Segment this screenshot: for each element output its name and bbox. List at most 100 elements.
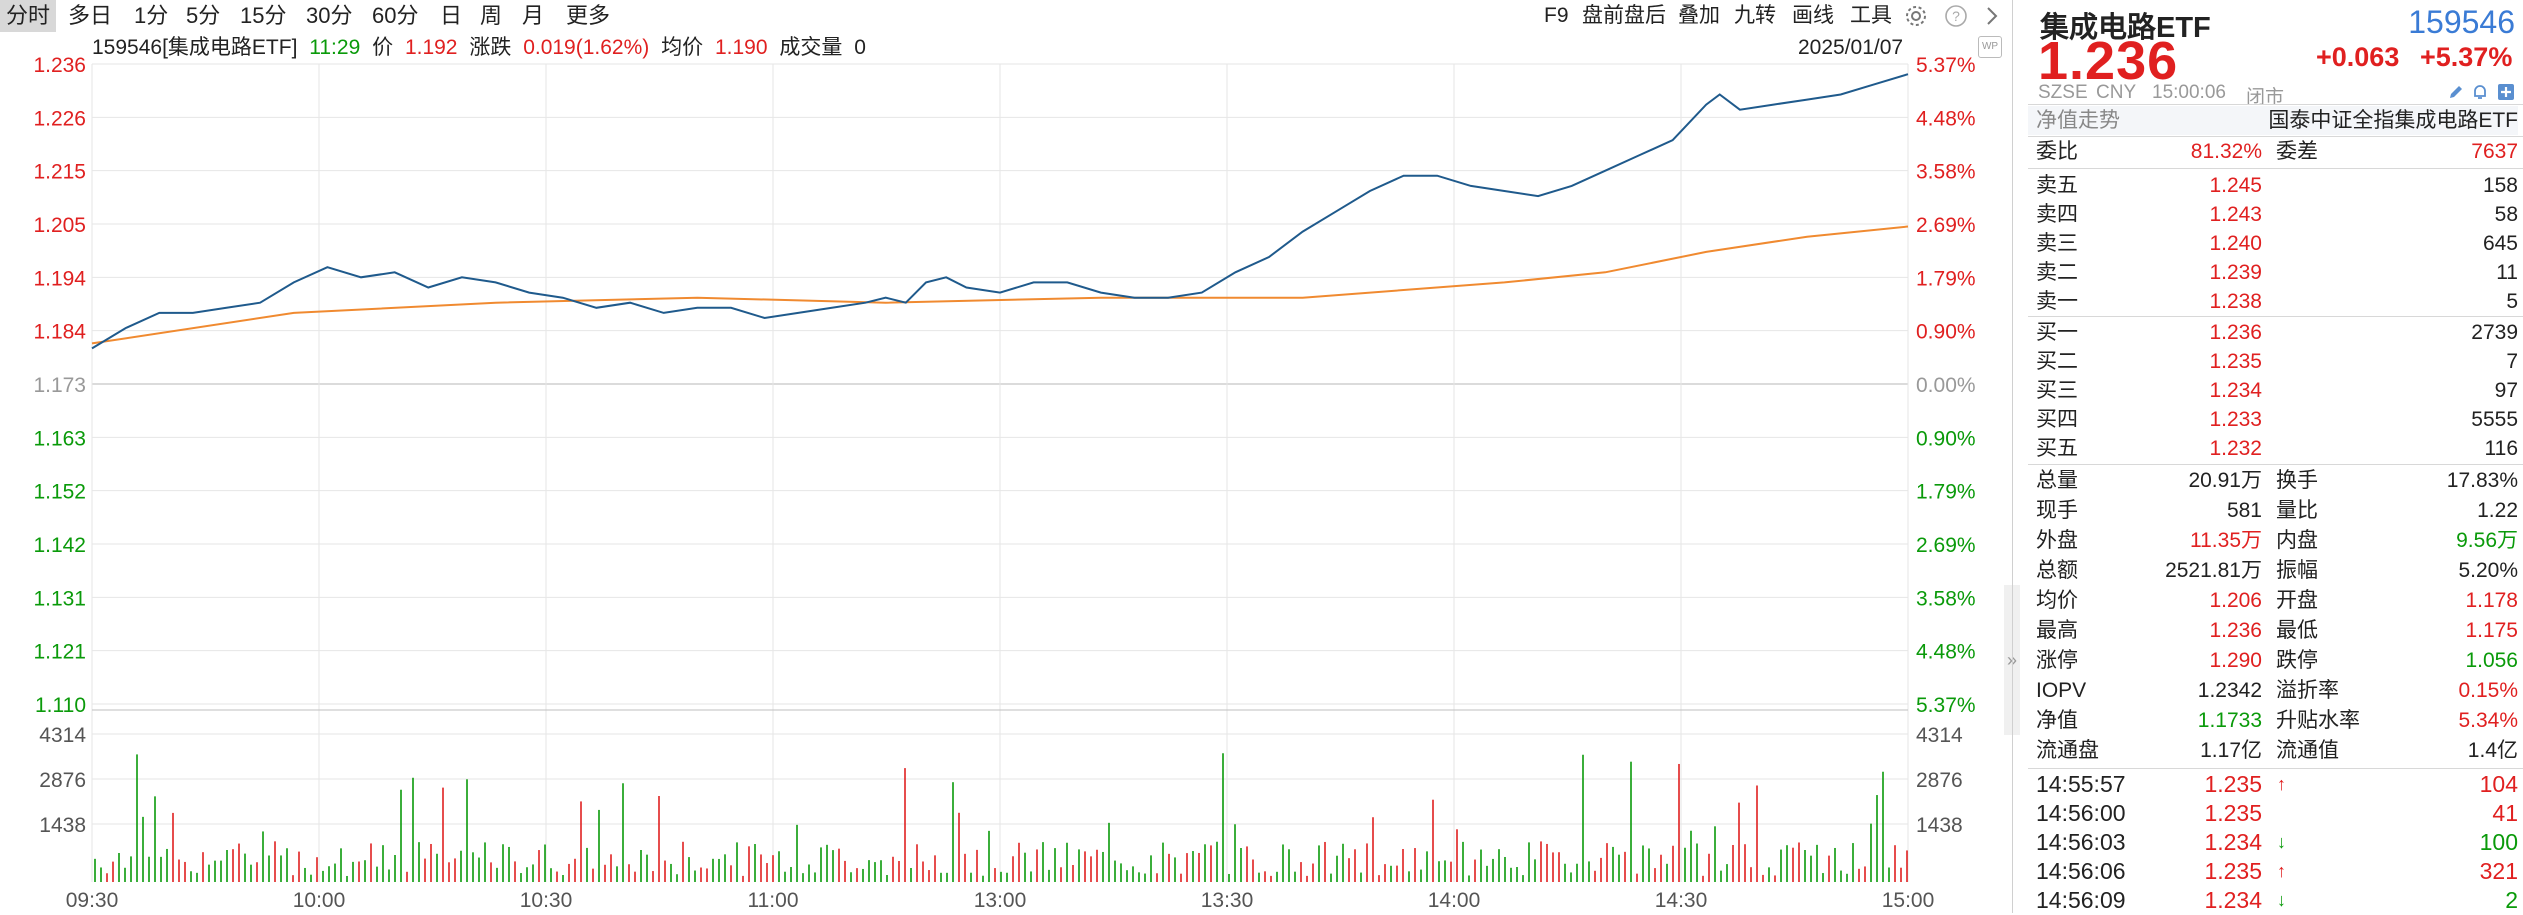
tick-volume: 2 <box>2505 887 2518 913</box>
bell-icon[interactable] <box>2470 82 2490 102</box>
ask-price: 1.238 <box>2209 290 2262 313</box>
draw-line-button[interactable]: 画线 <box>1792 4 1834 27</box>
stat-value: 1.1733 <box>2197 709 2262 732</box>
tick-row: 14:56:03 1.234 ↓ 100 <box>2028 828 2518 857</box>
stat-row: 涨停 1.290 跌停 1.056 <box>2028 646 2518 675</box>
settings-gear-icon[interactable] <box>1904 4 1928 28</box>
ask-row[interactable]: 卖二 1.239 11 <box>2028 258 2518 287</box>
tab-week[interactable]: 周 <box>480 3 503 28</box>
tick-row: 14:55:57 1.235 ↑ 104 <box>2028 770 2518 799</box>
info-price: 1.192 <box>404 36 458 59</box>
time-tick-label: 10:30 <box>520 889 573 912</box>
ask-volume: 158 <box>2482 174 2518 197</box>
stat-value: 581 <box>2226 499 2262 522</box>
bid-row[interactable]: 买二 1.235 7 <box>2028 347 2518 376</box>
ask-row[interactable]: 卖一 1.238 5 <box>2028 287 2518 316</box>
expand-chart-icon[interactable]: WP <box>1978 36 2002 58</box>
bid-row[interactable]: 买一 1.236 2739 <box>2028 318 2518 347</box>
tab-month[interactable]: 月 <box>522 3 545 28</box>
stat-label: 量比 <box>2276 499 2318 522</box>
ask-level-label: 卖二 <box>2036 261 2078 284</box>
ask-price: 1.245 <box>2209 174 2262 197</box>
overlay-button[interactable]: 叠加 <box>1678 4 1720 27</box>
ask-row[interactable]: 卖五 1.245 158 <box>2028 171 2518 200</box>
ask-row[interactable]: 卖四 1.243 58 <box>2028 200 2518 229</box>
svg-text:?: ? <box>1952 8 1960 24</box>
ask-level-label: 卖五 <box>2036 174 2078 197</box>
quote-time: 15:00:06 <box>2152 82 2226 103</box>
stat-label: 换手 <box>2276 469 2318 492</box>
ask-row[interactable]: 卖三 1.240 645 <box>2028 229 2518 258</box>
tab-day[interactable]: 日 <box>440 3 463 28</box>
stat-value: 1.236 <box>2209 619 2262 642</box>
pre-post-market-button[interactable]: 盘前盘后 <box>1582 4 1666 27</box>
chevron-right-icon[interactable] <box>1980 4 2004 28</box>
stat-label: 净值 <box>2036 709 2078 732</box>
stat-label: 最低 <box>2276 619 2318 642</box>
price-tick-label: 1.194 <box>33 267 86 290</box>
tab-60min[interactable]: 60分 <box>372 3 419 28</box>
bid-row[interactable]: 买三 1.234 97 <box>2028 376 2518 405</box>
tab-multi-day[interactable]: 多日 <box>68 3 113 28</box>
pct-tick-label: 1.79% <box>1916 267 1976 290</box>
stat-value: 2521.81万 <box>2165 559 2262 582</box>
bid-level-label: 买三 <box>2036 379 2078 402</box>
stat-label: 跌停 <box>2276 649 2318 672</box>
bid-row[interactable]: 买四 1.233 5555 <box>2028 405 2518 434</box>
tab-30min[interactable]: 30分 <box>306 3 353 28</box>
bid-volume: 5555 <box>2471 408 2518 431</box>
stat-label: 开盘 <box>2276 589 2318 612</box>
divider <box>2028 104 2523 105</box>
tick-time: 14:56:03 <box>2036 829 2126 855</box>
stat-value: 1.2342 <box>2197 679 2262 702</box>
info-time: 11:29 <box>309 36 361 59</box>
stat-label: 溢折率 <box>2276 679 2339 702</box>
intraday-chart[interactable]: 1.236 5.37% 1.226 4.48% 1.215 3.58% 1.205 2.69%… <box>0 34 2010 913</box>
nav-trend-label: 净值走势 <box>2036 109 2120 132</box>
nine-turn-button[interactable]: 九转 <box>1734 4 1776 27</box>
security-name: 集成电路ETF <box>2040 12 2211 44</box>
tab-more[interactable]: 更多 <box>566 3 611 28</box>
pct-tick-label: 4.48% <box>1916 107 1976 130</box>
divider <box>2028 768 2523 769</box>
ask-volume: 58 <box>2494 203 2518 226</box>
tab-intraday[interactable]: 分时 <box>0 0 57 32</box>
ask-level-label: 卖三 <box>2036 232 2078 255</box>
stat-value: 1.206 <box>2209 589 2262 612</box>
ask-volume: 645 <box>2482 232 2518 255</box>
stat-label: 流通值 <box>2276 739 2339 762</box>
ask-price: 1.239 <box>2209 261 2262 284</box>
tab-15min[interactable]: 15分 <box>240 3 287 28</box>
pct-tick-label: 3.58% <box>1916 161 1976 184</box>
tab-1min[interactable]: 1分 <box>134 3 169 28</box>
chart-toolbar: 分时 多日 1分 5分 15分 30分 60分 日 周 月 更多 F9 盘前盘后… <box>0 0 2010 34</box>
arrow-up-icon: ↑ <box>2277 774 2286 794</box>
tab-5min[interactable]: 5分 <box>186 3 221 28</box>
pct-tick-label: 3.58% <box>1916 587 1976 610</box>
quote-panel <box>2012 0 2523 913</box>
arrow-down-icon: ↓ <box>2277 890 2286 910</box>
price-tick-label: 1.163 <box>33 427 86 450</box>
stat-label: 总量 <box>2036 469 2078 492</box>
help-icon[interactable]: ? <box>1944 4 1968 28</box>
nav-trend-row[interactable]: 净值走势 国泰中证全指集成电路ETF <box>2028 106 2518 135</box>
info-change: 0.019(1.62%) <box>523 36 650 59</box>
stat-row: IOPV 1.2342 溢折率 0.15% <box>2028 676 2518 705</box>
stat-value: 20.91万 <box>2188 469 2262 492</box>
volume-tick-label: 2876 <box>39 769 86 792</box>
stat-value: 1.056 <box>2465 649 2518 672</box>
chart-canvas: 1.236 5.37% 1.226 4.48% 1.215 3.58% 1.205 2.69%… <box>33 54 1976 912</box>
f9-button[interactable]: F9 <box>1544 4 1569 27</box>
bid-price: 1.234 <box>2209 379 2262 402</box>
add-icon[interactable] <box>2496 82 2516 102</box>
price-tick-label: 1.205 <box>33 214 86 237</box>
price-tick-label: 1.184 <box>33 321 86 344</box>
cursor-info-bar: 159546[集成电路ETF] 11:29 价 1.192 涨跌 0.019(1… <box>92 34 872 62</box>
tick-price: 1.234 <box>2204 887 2262 913</box>
ask-volume: 11 <box>2496 261 2518 284</box>
pencil-icon[interactable] <box>2446 82 2466 102</box>
bid-row[interactable]: 买五 1.232 116 <box>2028 434 2518 463</box>
tools-button[interactable]: 工具 <box>1850 4 1892 27</box>
time-tick-label: 09:30 <box>66 889 119 912</box>
info-change-label: 涨跌 <box>469 36 512 59</box>
